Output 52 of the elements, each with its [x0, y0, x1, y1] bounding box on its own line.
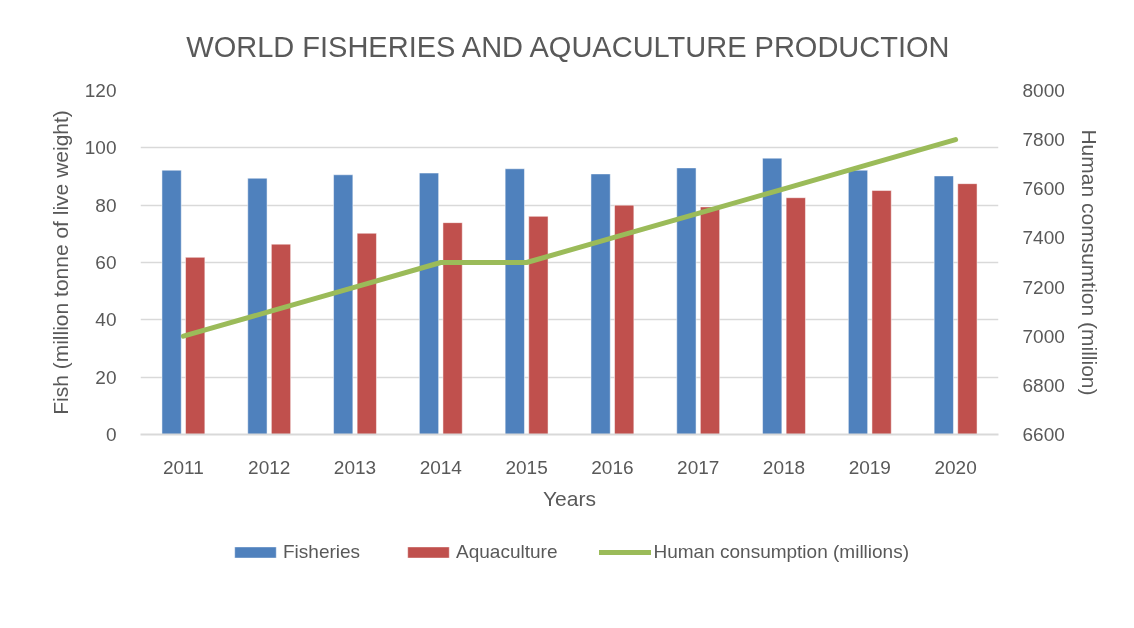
- y-tick-label: 80: [95, 194, 117, 216]
- bar: [419, 172, 439, 435]
- bar: [848, 169, 868, 435]
- y2-tick-label: 7400: [1022, 227, 1065, 249]
- y2-tick-label: 7800: [1022, 129, 1065, 151]
- bar: [933, 175, 954, 435]
- x-tick-label: 2019: [848, 456, 891, 478]
- bar: [676, 167, 697, 435]
- x-tick-label: 2015: [505, 456, 548, 478]
- x-tick-label: 2013: [333, 456, 377, 478]
- legend-label: Aquaculture: [456, 541, 558, 563]
- legend-label: Fisheries: [282, 541, 361, 563]
- y-tick-label: 40: [95, 309, 117, 331]
- y2-tick-label: 7600: [1022, 178, 1065, 200]
- x-tick-label: 2016: [591, 456, 634, 478]
- bar: [161, 169, 182, 435]
- bar: [590, 173, 611, 435]
- x-tick-label: 2011: [162, 456, 204, 478]
- x-axis-title: Years: [543, 486, 596, 510]
- y2-tick-label: 6600: [1022, 424, 1065, 445]
- bar: [442, 222, 463, 435]
- y2-tick-label: 7200: [1022, 276, 1065, 298]
- x-tick-label: 2020: [934, 456, 977, 478]
- y-tick-label: 120: [84, 80, 117, 101]
- bar: [333, 174, 354, 435]
- bar: [871, 190, 892, 435]
- y-tick-label: 0: [105, 424, 117, 445]
- bar: [528, 216, 549, 435]
- bar: [247, 177, 268, 435]
- x-tick-label: 2012: [248, 456, 291, 478]
- bar: [271, 243, 291, 435]
- bar: [785, 197, 806, 435]
- legend-label: Human consumption (millions): [653, 541, 910, 563]
- y2-axis-title: Human comsumtion (million): [1077, 129, 1101, 396]
- x-tick-label: 2014: [419, 456, 463, 478]
- y-tick-label: 100: [84, 137, 117, 159]
- chart-title: WORLD FISHERIES AND AQUACULTURE PRODUCTION: [186, 30, 950, 63]
- y-axis-title: Fish (million tonne of live weight): [48, 110, 72, 415]
- y2-tick-label: 8000: [1022, 80, 1065, 101]
- bar: [614, 204, 635, 435]
- bar: [957, 183, 978, 435]
- y-tick-label: 20: [95, 366, 117, 388]
- x-tick-label: 2018: [762, 456, 806, 478]
- bar: [356, 233, 377, 435]
- y2-tick-label: 7000: [1022, 325, 1065, 347]
- x-tick-label: 2017: [677, 456, 720, 478]
- y2-tick-label: 6800: [1022, 374, 1065, 396]
- y-tick-label: 60: [95, 252, 117, 273]
- bar: [504, 168, 525, 435]
- bar: [700, 206, 720, 435]
- bar: [762, 157, 783, 435]
- bar: [185, 257, 206, 435]
